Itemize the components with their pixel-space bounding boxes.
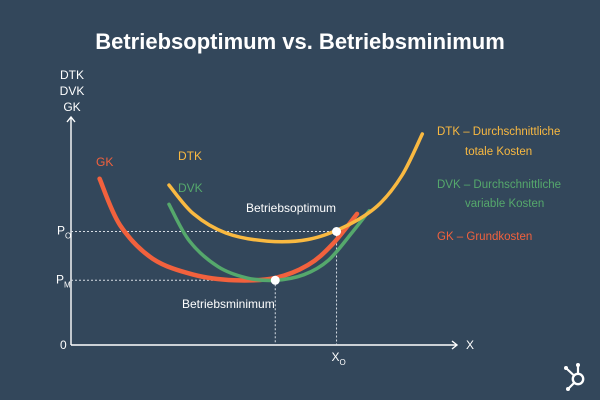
chart-title: Betriebsoptimum vs. Betriebsminimum	[95, 29, 505, 54]
legend-dvk-line1: DVK – Durchschnittliche	[437, 179, 561, 191]
origin-label: 0	[60, 338, 67, 352]
y-axis-label-gk: GK	[63, 100, 80, 114]
legend-dvk-line2: variable Kosten	[465, 198, 544, 210]
curve-label-gk: GK	[96, 155, 113, 169]
series-gk-line	[97, 176, 360, 283]
legend-dtk-line2: totale Kosten	[465, 146, 532, 158]
y-axis-label-dvk: DVK	[60, 84, 85, 98]
x-marker-xo: XO	[332, 350, 346, 367]
y-marker-po-letter: P	[57, 224, 65, 238]
legend: DTK – Durchschnittliche totale Kosten DV…	[437, 126, 561, 243]
y-marker-pm: PM	[56, 272, 71, 289]
y-axis-label-dtk: DTK	[60, 68, 84, 82]
legend-dtk-line1: DTK – Durchschnittliche	[437, 126, 560, 138]
annotation-betriebsoptimum: Betriebsoptimum	[246, 201, 336, 215]
curve-label-dtk: DTK	[178, 149, 202, 163]
y-marker-po: PO	[57, 224, 71, 241]
x-marker-xo-subscript: O	[340, 358, 346, 367]
y-marker-pm-subscript: M	[64, 280, 71, 289]
x-axis-label: X	[466, 338, 474, 352]
hubspot-logo-icon	[564, 363, 585, 391]
series-dtk-line	[167, 132, 425, 244]
legend-gk: GK – Grundkosten	[437, 231, 532, 243]
y-marker-po-subscript: O	[65, 232, 71, 241]
y-marker-pm-letter: P	[56, 272, 64, 286]
annotation-betriebsminimum: Betriebsminimum	[182, 297, 275, 311]
point-betriebsoptimum	[332, 227, 342, 236]
point-betriebsminimum	[270, 275, 280, 285]
x-marker-xo-letter: X	[332, 350, 340, 364]
curve-label-dvk: DVK	[178, 181, 203, 195]
